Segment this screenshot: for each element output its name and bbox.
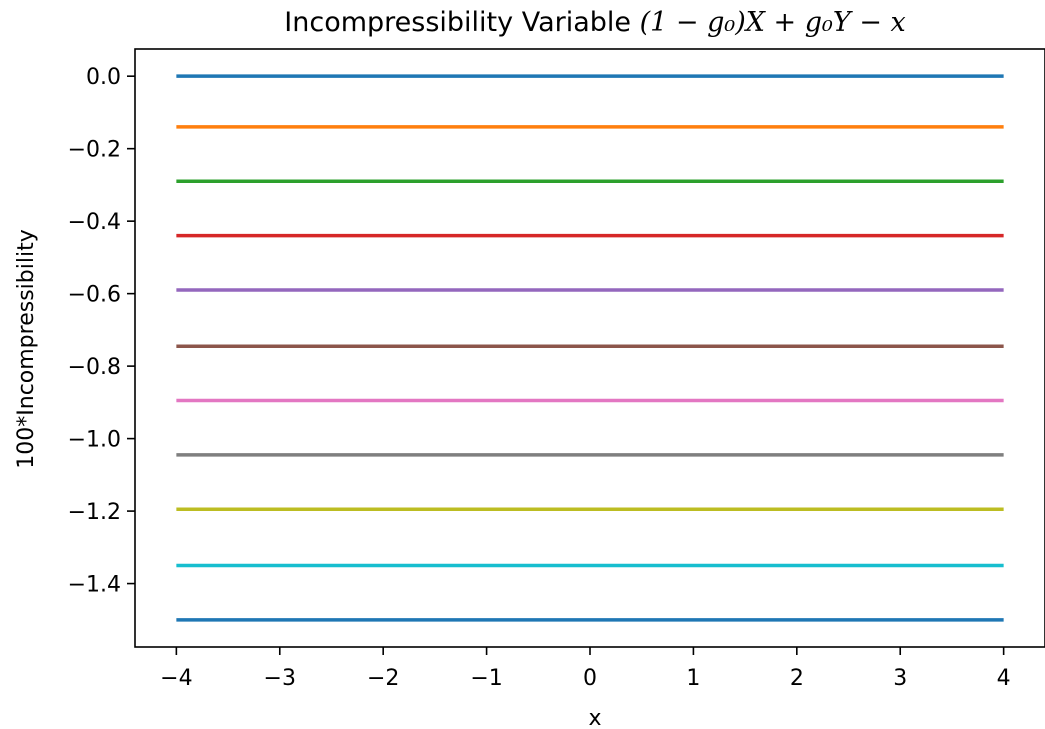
chart-title: Incompressibility Variable (1 − g₀)X + g… xyxy=(284,7,905,38)
x-tick-label: 2 xyxy=(790,666,804,691)
y-tick-label: −0.4 xyxy=(68,210,121,235)
y-tick-label: −0.6 xyxy=(68,283,121,308)
x-tick-label: −3 xyxy=(264,666,296,691)
chart-title-text: Incompressibility Variable xyxy=(284,7,639,38)
x-tick-label: 0 xyxy=(583,666,597,691)
y-tick-label: 0.0 xyxy=(86,65,121,90)
y-tick-label: −0.8 xyxy=(68,355,121,380)
x-axis-label: x xyxy=(588,706,601,729)
chart-title-math: (1 − g₀)X + g₀Y − x xyxy=(640,7,906,38)
y-tick-label: −1.0 xyxy=(68,428,121,453)
x-axis-ticks: −4 −3 −2 −1 0 1 2 3 4 xyxy=(160,647,1011,691)
y-tick-label: −1.2 xyxy=(68,500,121,525)
y-tick-label: −0.2 xyxy=(68,138,121,163)
x-tick-label: 3 xyxy=(893,666,907,691)
plot-frame xyxy=(134,48,1045,648)
x-tick-label: 4 xyxy=(997,666,1011,691)
x-tick-label: −1 xyxy=(470,666,502,691)
y-axis-label: 100*Incompressibility xyxy=(14,229,39,468)
y-axis-ticks: 0.0 −0.2 −0.4 −0.6 −0.8 −1.0 −1.2 −1.4 xyxy=(68,65,135,598)
series-layer xyxy=(176,74,1004,622)
x-tick-label: −4 xyxy=(160,666,192,691)
x-tick-label: −2 xyxy=(367,666,399,691)
x-tick-label: 1 xyxy=(686,666,700,691)
y-tick-label: −1.4 xyxy=(68,573,121,598)
